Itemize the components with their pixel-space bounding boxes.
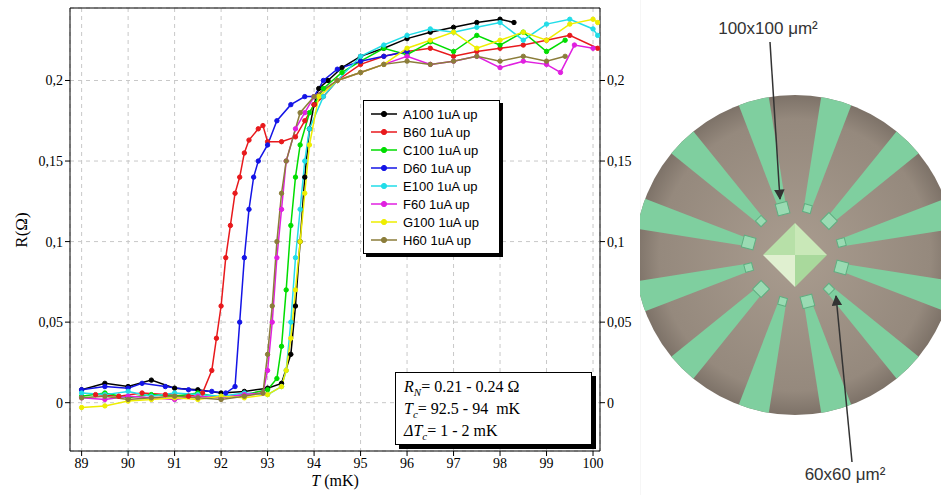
svg-text:100x100 μm²: 100x100 μm² <box>718 19 818 38</box>
svg-text:91: 91 <box>168 456 182 471</box>
svg-text:0,1: 0,1 <box>607 235 625 250</box>
svg-text:0,05: 0,05 <box>39 315 64 330</box>
html-text:A100 1uA up: A100 1uA up <box>403 106 478 122</box>
svg-text:94: 94 <box>307 456 321 471</box>
svg-text:98: 98 <box>493 456 507 471</box>
svg-text:0,1: 0,1 <box>46 235 64 250</box>
svg-text:0: 0 <box>607 396 614 411</box>
html-text:Tc= 92.5 - 94 mK: Tc= 92.5 - 94 mK <box>404 400 521 421</box>
svg-text:97: 97 <box>447 456 461 471</box>
html-text:C100 1uA up: C100 1uA up <box>403 142 479 158</box>
svg-text:99: 99 <box>540 456 554 471</box>
svg-text:0,15: 0,15 <box>607 154 632 169</box>
svg-text:95: 95 <box>354 456 368 471</box>
html-text:F60 1uA up: F60 1uA up <box>403 196 470 212</box>
svg-text:96: 96 <box>400 456 414 471</box>
html-text:D60 1uA up: D60 1uA up <box>403 160 471 176</box>
html-text:ΔTc= 1 - 2 mK: ΔTc= 1 - 2 mK <box>404 422 498 443</box>
html-text:H60 1uA up: H60 1uA up <box>403 232 471 248</box>
svg-text:0,15: 0,15 <box>39 154 64 169</box>
html-text:RN= 0.21 - 0.24 Ω: RN= 0.21 - 0.24 Ω <box>404 378 520 399</box>
svg-text:92: 92 <box>214 456 228 471</box>
html-text:E100 1uA up: E100 1uA up <box>403 178 478 194</box>
svg-text:0: 0 <box>56 396 63 411</box>
html-text:G100 1uA up: G100 1uA up <box>403 214 479 230</box>
svg-text:0,2: 0,2 <box>607 73 625 88</box>
svg-text:93: 93 <box>261 456 275 471</box>
html-text:R(Ω): R(Ω) <box>12 212 31 248</box>
html-text:T (mK): T (mK) <box>311 472 359 489</box>
svg-text:100: 100 <box>583 456 604 471</box>
svg-text:90: 90 <box>121 456 135 471</box>
svg-text:89: 89 <box>75 456 89 471</box>
svg-text:60x60 μm²: 60x60 μm² <box>805 465 886 484</box>
svg-text:0,05: 0,05 <box>607 315 632 330</box>
html-text:B60 1uA up: B60 1uA up <box>403 124 471 140</box>
svg-text:0,2: 0,2 <box>46 73 64 88</box>
